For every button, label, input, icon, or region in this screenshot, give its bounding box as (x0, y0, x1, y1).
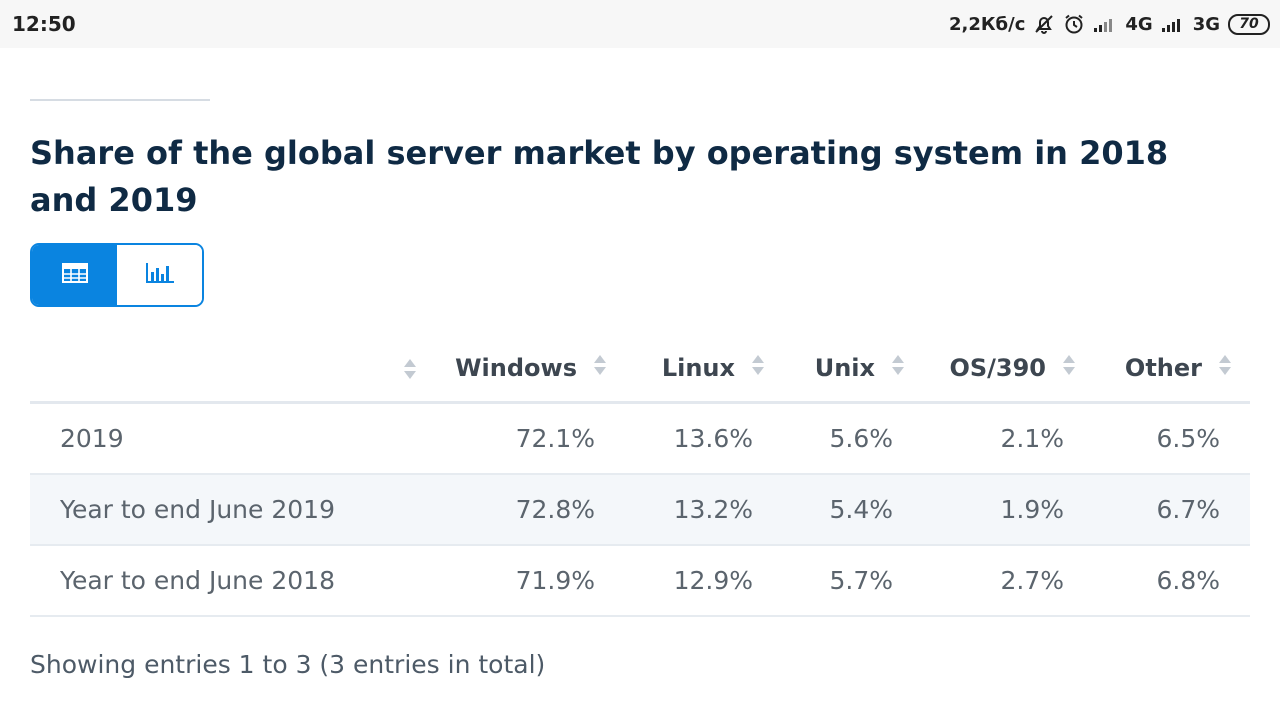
column-header-unix[interactable]: Unix (783, 335, 923, 404)
cell-other: 6.7% (1094, 474, 1250, 546)
column-header-label[interactable] (30, 335, 435, 404)
cell-linux: 12.9% (625, 545, 783, 617)
sort-icon (593, 354, 607, 382)
cell-unix: 5.4% (783, 474, 923, 546)
table-row: Year to end June 2019 72.8% 13.2% 5.4% 1… (30, 474, 1250, 546)
alarm-icon (1063, 13, 1085, 35)
status-time: 12:50 (12, 12, 76, 36)
pagination-info: Showing entries 1 to 3 (3 entries in tot… (30, 650, 546, 679)
sort-icon (1218, 354, 1232, 382)
signal-icon (1161, 15, 1185, 33)
network-type-1: 4G (1125, 13, 1153, 35)
cell-windows: 72.8% (435, 474, 625, 546)
signal-icon (1093, 15, 1117, 33)
cell-linux: 13.6% (625, 402, 783, 475)
cell-other: 6.5% (1094, 402, 1250, 475)
row-label: Year to end June 2019 (30, 474, 435, 546)
cell-os390: 2.7% (923, 545, 1094, 617)
page-title: Share of the global server market by ope… (30, 134, 1169, 219)
table-view-button[interactable] (32, 245, 117, 305)
cell-other: 6.8% (1094, 545, 1250, 617)
table-icon (61, 263, 88, 287)
table-row: Year to end June 2018 71.9% 12.9% 5.7% 2… (30, 545, 1250, 617)
notifications-off-icon (1033, 13, 1055, 35)
table-header-row: Windows Linux Unix (30, 335, 1250, 404)
status-bar: 12:50 2,2Кб/с 4G (0, 0, 1280, 48)
cell-linux: 13.2% (625, 474, 783, 546)
network-type-2: 3G (1192, 13, 1220, 35)
column-header-linux[interactable]: Linux (625, 335, 783, 404)
cell-windows: 72.1% (435, 402, 625, 475)
view-toggle (30, 243, 204, 307)
column-header-os390[interactable]: OS/390 (923, 335, 1094, 404)
cell-os390: 2.1% (923, 402, 1094, 475)
table-row: 2019 72.1% 13.6% 5.6% 2.1% 6.5% (30, 402, 1250, 475)
bar-chart-icon (144, 261, 176, 289)
cell-unix: 5.6% (783, 402, 923, 475)
row-label: 2019 (30, 402, 435, 475)
cell-unix: 5.7% (783, 545, 923, 617)
cell-windows: 71.9% (435, 545, 625, 617)
sort-icon (1062, 354, 1076, 382)
chart-view-button[interactable] (117, 245, 202, 305)
sort-icon (403, 358, 417, 386)
sort-icon (751, 354, 765, 382)
network-speed: 2,2Кб/с (948, 13, 1026, 35)
data-table: Windows Linux Unix (30, 335, 1250, 617)
battery-icon: 70 (1228, 13, 1270, 35)
cell-os390: 1.9% (923, 474, 1094, 546)
row-label: Year to end June 2018 (30, 545, 435, 617)
status-icons: 2,2Кб/с 4G (949, 10, 1270, 38)
divider (30, 99, 210, 101)
column-header-windows[interactable]: Windows (435, 335, 625, 404)
sort-icon (891, 354, 905, 382)
column-header-other[interactable]: Other (1094, 335, 1250, 404)
